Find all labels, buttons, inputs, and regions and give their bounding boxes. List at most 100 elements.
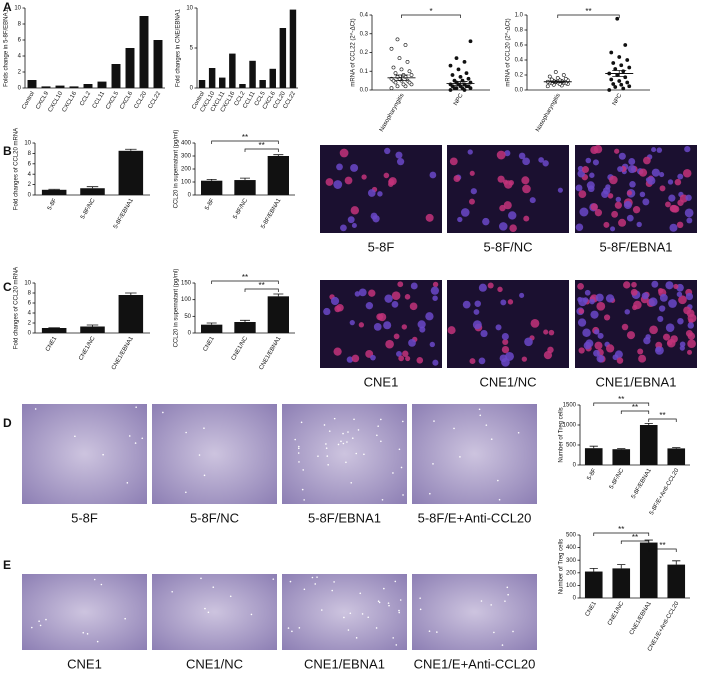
speck [300, 421, 303, 424]
error-bar [672, 560, 681, 565]
cell [577, 283, 584, 290]
cell [670, 204, 679, 213]
y-tick-label: 6 [28, 301, 32, 307]
cell [615, 196, 622, 203]
data-point [409, 73, 414, 77]
speck [34, 408, 37, 410]
speck [320, 609, 323, 611]
cell [648, 297, 658, 307]
bar [667, 448, 686, 465]
speck [39, 624, 42, 627]
cell [557, 187, 563, 193]
cell [673, 283, 679, 290]
cell [575, 184, 583, 192]
bar [612, 568, 631, 598]
bar [41, 189, 67, 195]
speck [323, 424, 326, 426]
data-point [617, 79, 622, 83]
error-bar [589, 567, 598, 572]
bar [259, 80, 266, 88]
cell [612, 354, 619, 361]
image-caption: CNE1/NC [479, 374, 536, 389]
data-point [609, 50, 614, 55]
speck [171, 590, 173, 593]
bar [201, 180, 223, 195]
cell [487, 282, 494, 289]
cell [384, 147, 391, 155]
cell [429, 341, 436, 348]
cell [597, 332, 604, 339]
data-point [462, 59, 467, 64]
y-tick-label: 0.1 [360, 69, 369, 75]
cell [651, 280, 659, 288]
y-tick-label: 0.0 [360, 88, 369, 94]
speck [272, 578, 275, 580]
bar [667, 564, 686, 598]
speck [517, 431, 520, 434]
data-point [393, 71, 398, 76]
cell [677, 317, 684, 325]
speck [480, 600, 483, 602]
speck [96, 640, 99, 643]
cell [595, 293, 604, 302]
speck [331, 589, 333, 592]
cell [346, 356, 354, 363]
speck [383, 587, 385, 590]
image-caption: 5-8F/EBNA1 [600, 239, 673, 254]
speck [398, 448, 401, 451]
image-bg [152, 574, 277, 650]
bar [584, 448, 603, 465]
data-point [397, 56, 402, 61]
y-tick-label: 6 [18, 38, 22, 44]
cell [425, 213, 434, 222]
cell [657, 288, 664, 294]
data-point [553, 70, 558, 74]
significance-label: ** [259, 141, 265, 150]
significance-bracket [211, 140, 279, 144]
significance-label: ** [659, 411, 665, 420]
speck [317, 455, 319, 457]
sem-bar [453, 81, 468, 86]
cell [333, 180, 343, 189]
speck [333, 417, 336, 420]
data-point [403, 43, 408, 47]
error-bar [206, 322, 217, 325]
error-bar [672, 447, 681, 449]
y-tick-label: 1.0 [515, 13, 524, 19]
bar [612, 449, 631, 465]
cell [376, 313, 384, 321]
cell [499, 354, 508, 363]
cell [323, 307, 331, 316]
cell [509, 224, 517, 232]
data-point [448, 63, 453, 68]
x-tick-label: CNE1 [585, 600, 599, 617]
cell [656, 147, 663, 153]
y-axis-label: Fold changes in CNE/EBNA1 [176, 8, 182, 87]
speck [294, 438, 296, 441]
data-point [613, 85, 618, 89]
cell [330, 296, 340, 306]
speck [381, 498, 384, 501]
image-caption: 5-8F/NC [190, 510, 239, 525]
speck [497, 479, 499, 482]
cell [636, 221, 642, 228]
data-point [609, 77, 614, 82]
speck [327, 463, 329, 466]
data-point [464, 71, 469, 76]
speck [128, 435, 131, 437]
image-caption: 5-8F/EBNA1 [308, 510, 381, 525]
significance-bracket [620, 410, 650, 414]
bar [279, 28, 287, 88]
data-point [627, 84, 632, 89]
cell [457, 216, 463, 223]
speck [298, 627, 301, 629]
y-tick-label: 4 [28, 172, 32, 178]
cell [596, 301, 606, 311]
cell [393, 333, 400, 340]
cell [396, 158, 405, 166]
speck [337, 443, 340, 446]
cell [682, 169, 692, 178]
cell [432, 281, 439, 288]
cell [627, 165, 637, 174]
